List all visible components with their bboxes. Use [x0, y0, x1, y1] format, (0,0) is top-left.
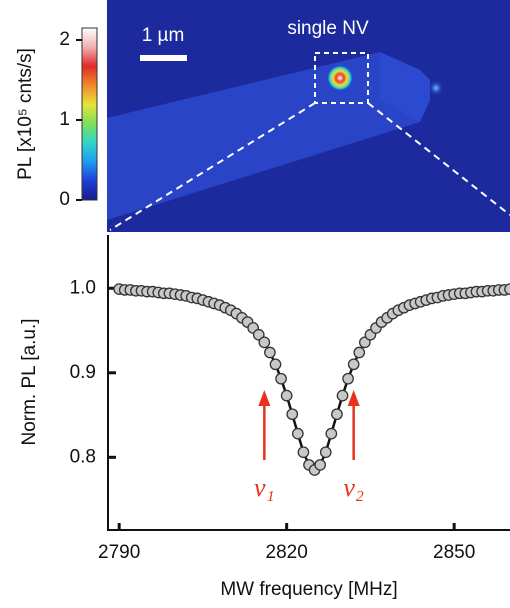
colorbar-label: PL [x10⁵ cnts/s]	[15, 48, 36, 180]
y-tick-label: 0.9	[70, 362, 96, 383]
x-tick-label: 2820	[266, 542, 308, 563]
annotation: single NV	[287, 18, 369, 39]
data-point	[258, 336, 271, 349]
data-point	[342, 372, 354, 385]
annotation-arrowhead	[258, 390, 271, 406]
colorbar-tick-label: 2	[59, 29, 70, 50]
colorbar	[81, 27, 98, 201]
y-tick-label: 1.0	[70, 277, 96, 298]
colorbar-tick-label: 1	[59, 109, 70, 130]
y-axis-label: Norm. PL [a.u.]	[19, 318, 40, 445]
data-point	[297, 446, 310, 459]
image-feature	[429, 81, 443, 95]
data-point	[291, 427, 304, 440]
data-point	[314, 459, 327, 471]
data-point	[347, 358, 360, 371]
data-point	[319, 446, 332, 459]
data-point	[280, 389, 293, 402]
nv-spot	[327, 65, 353, 91]
data-point	[269, 358, 282, 371]
pl-image: 1 µm single NV	[107, 0, 510, 232]
x-tick-label: 2850	[433, 542, 475, 563]
y-tick-label: 0.8	[70, 446, 96, 467]
fit-line	[118, 287, 510, 472]
image-structure	[380, 52, 430, 122]
x-tick-label: 2790	[98, 542, 140, 563]
data-point	[275, 372, 287, 385]
data-point	[325, 427, 338, 440]
x-axis-label: MW frequency [MHz]	[220, 579, 397, 600]
scale-bar	[140, 55, 187, 61]
annotation-label: ν₂	[343, 473, 364, 502]
data-point	[331, 408, 343, 421]
zoom-line	[367, 102, 510, 216]
data-point	[264, 346, 276, 359]
annotation-arrowhead	[347, 390, 360, 406]
zoom-line	[109, 102, 316, 231]
data-point	[504, 283, 510, 295]
scale-bar-label: 1 µm	[142, 25, 185, 46]
data-point	[336, 389, 349, 402]
data-point	[353, 346, 366, 359]
zoom-box	[314, 52, 369, 104]
data-point	[286, 408, 299, 421]
annotation-label: ν₁	[254, 473, 275, 502]
colorbar-tick-label: 0	[59, 189, 70, 210]
